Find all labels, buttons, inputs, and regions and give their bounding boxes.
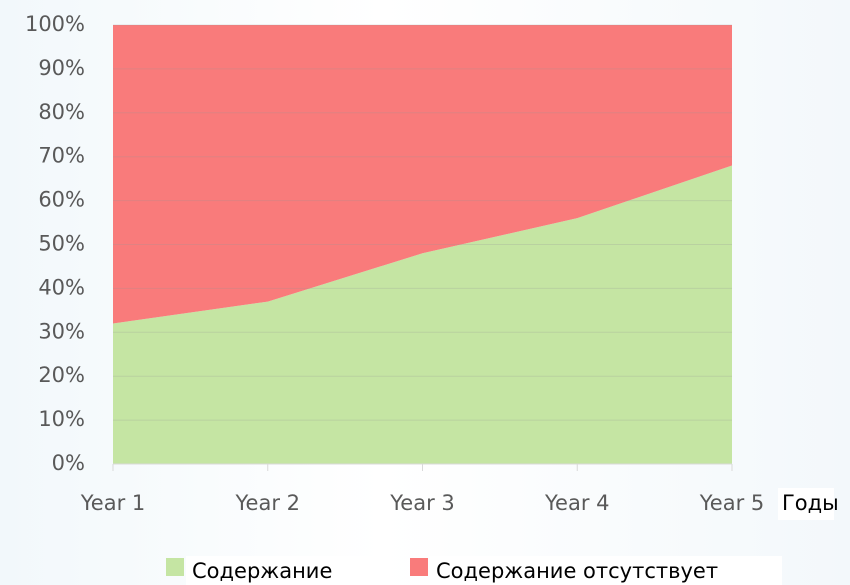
x-label-bg bbox=[778, 488, 834, 520]
x-axis-label: Годы bbox=[782, 491, 839, 515]
y-tick-label: 10% bbox=[38, 407, 85, 431]
legend-label: Содержание bbox=[192, 559, 332, 583]
legend-bg bbox=[186, 556, 382, 585]
y-tick-label: 60% bbox=[38, 188, 85, 212]
x-tick-label: Year 1 bbox=[80, 491, 146, 515]
legend-swatch bbox=[410, 558, 428, 576]
legend-bg bbox=[430, 556, 782, 585]
y-tick-label: 70% bbox=[38, 144, 85, 168]
y-tick-label: 90% bbox=[38, 56, 85, 80]
y-tick-label: 40% bbox=[38, 275, 85, 299]
y-tick-label: 100% bbox=[25, 12, 85, 36]
legend-label: Содержание отсутствует bbox=[436, 559, 718, 583]
x-tick-label: Year 5 bbox=[699, 491, 765, 515]
legend-swatch bbox=[166, 558, 184, 576]
y-tick-label: 80% bbox=[38, 100, 85, 124]
y-tick-label: 20% bbox=[38, 363, 85, 387]
y-tick-label: 0% bbox=[52, 451, 85, 475]
x-tick-label: Year 4 bbox=[544, 491, 610, 515]
x-tick-label: Year 2 bbox=[235, 491, 301, 515]
area bbox=[113, 25, 732, 324]
x-tick-label: Year 3 bbox=[389, 491, 455, 515]
y-tick-label: 30% bbox=[38, 319, 85, 343]
y-tick-label: 50% bbox=[38, 232, 85, 256]
area bbox=[113, 165, 732, 465]
